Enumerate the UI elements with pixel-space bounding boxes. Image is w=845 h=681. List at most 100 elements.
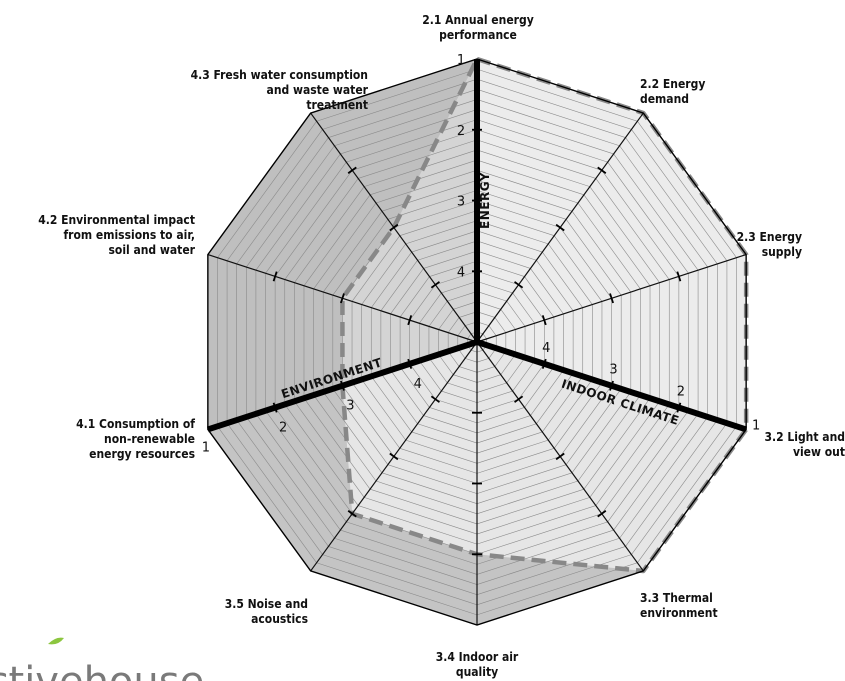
axis-tick	[389, 223, 399, 232]
axis-label: 2.2 Energy demand	[640, 77, 705, 106]
hatch-line	[625, 419, 718, 547]
hatch-line	[607, 410, 689, 523]
axis-tick	[676, 402, 682, 413]
axis-tick	[407, 315, 413, 326]
hatch-line	[571, 210, 632, 293]
hatch-line	[419, 360, 442, 392]
hatch-line	[409, 284, 436, 321]
outer-band	[207, 113, 394, 299]
hatch-line	[536, 260, 574, 311]
hatch-line	[476, 200, 561, 228]
hatch-line	[482, 333, 487, 340]
hatch-line	[399, 366, 430, 408]
hatch-line	[500, 309, 516, 330]
hatch-line	[393, 456, 478, 484]
hatch-line	[476, 109, 614, 155]
axis-tick	[272, 271, 278, 282]
hatch-line	[524, 366, 555, 408]
hatch-line	[494, 317, 507, 333]
hatch-line	[361, 379, 406, 441]
hatch-line	[476, 431, 543, 454]
hatch-line	[255, 413, 341, 531]
axis-ticks	[272, 128, 682, 556]
axis-tick	[347, 166, 357, 174]
hatch-line	[284, 404, 359, 506]
hatch-line	[476, 68, 638, 122]
hatch-line	[334, 537, 478, 585]
axis-tick	[430, 281, 440, 289]
hatch-line	[476, 190, 567, 220]
hatch-line	[316, 562, 478, 616]
hatch-line	[512, 292, 535, 324]
hatch-line	[607, 161, 689, 274]
hatch-line	[476, 390, 513, 403]
hatch-line	[577, 202, 641, 290]
hatch-line	[476, 480, 579, 515]
hatch-line	[423, 415, 478, 434]
hatch-line	[583, 194, 651, 286]
hatch-line	[476, 472, 573, 504]
hatch-line	[405, 439, 478, 464]
hatch-line	[447, 382, 478, 393]
outer-band	[207, 385, 353, 571]
hatch-line	[631, 423, 728, 555]
hatch-line	[530, 369, 564, 416]
hatch-line	[294, 401, 365, 498]
scale-label-indoor: 2	[677, 385, 685, 400]
scale-label-indoor: 1	[752, 418, 760, 433]
hatch-line	[411, 230, 478, 253]
hatch-line	[340, 529, 478, 575]
scale-label-environment: 4	[414, 377, 422, 392]
hatch-line	[217, 121, 317, 258]
hatch-line	[303, 398, 371, 490]
hatch-line	[571, 391, 632, 474]
hatch-line	[332, 388, 389, 465]
axis-label: 3.5 Noise and acoustics	[225, 597, 308, 626]
axis-tick	[597, 166, 607, 174]
hatch-line	[536, 373, 574, 424]
hatch-line	[476, 78, 632, 130]
axis-tick	[676, 271, 682, 282]
hatch-line	[589, 401, 660, 498]
hatch-line	[631, 129, 728, 261]
hatch-line	[453, 301, 478, 310]
hatch-line	[364, 497, 478, 535]
hatch-line	[246, 145, 335, 268]
hatch-line	[619, 145, 708, 268]
hatch-line	[375, 169, 478, 204]
hatch-line	[375, 480, 478, 515]
hatch-line	[577, 394, 641, 482]
hatch-line	[500, 354, 516, 375]
axis-tick	[514, 281, 524, 289]
hatch-line	[246, 416, 335, 539]
hatch-line	[265, 410, 347, 523]
hatch-line	[236, 137, 329, 265]
hatch-line	[358, 139, 478, 179]
axis-tick	[407, 358, 413, 369]
hatch-line	[476, 439, 549, 464]
hatch-line	[393, 200, 478, 228]
hatch-line	[470, 349, 478, 353]
axis-label: 2.3 Energy supply	[737, 230, 802, 259]
scale-label-indoor: 4	[542, 341, 550, 356]
hatch-line	[476, 210, 555, 236]
hatch-line	[226, 423, 323, 555]
hatch-line	[217, 426, 317, 563]
hatch-line	[476, 139, 596, 179]
hatch-line	[255, 153, 341, 271]
hatch-line	[476, 180, 573, 212]
scale-label-indoor: 3	[609, 363, 617, 378]
hatch-line	[411, 431, 478, 454]
hatch-line	[476, 505, 596, 545]
hatch-line	[506, 300, 526, 327]
scale-label-energy: 3	[457, 195, 465, 210]
hatch-line	[417, 423, 478, 444]
hatch-line	[565, 219, 622, 296]
axis-tick	[597, 510, 607, 518]
hatch-line	[476, 281, 513, 294]
hatch-line	[405, 220, 478, 245]
hatch-line	[417, 240, 478, 261]
hatch-line	[284, 178, 359, 280]
hatch-line	[316, 68, 478, 122]
hatch-line	[423, 250, 478, 269]
